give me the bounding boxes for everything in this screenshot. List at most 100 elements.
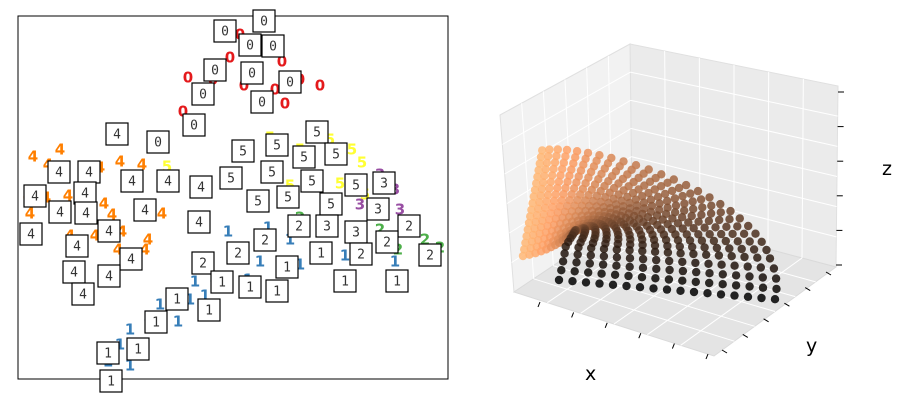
curve-point (523, 225, 532, 234)
thumbnail-frame (105, 122, 129, 146)
digit-thumbnail-4: 4 (189, 175, 213, 199)
thumbnail-frame (344, 173, 368, 197)
curve-point (553, 183, 562, 193)
thumbnail-frame (187, 210, 211, 234)
x-axis-tick (705, 353, 709, 360)
thumbnail-frame (261, 34, 285, 58)
digit-thumbnail-0: 0 (252, 9, 276, 33)
thumbnail-frame (375, 230, 399, 254)
thumbnail-digit: 4 (105, 270, 113, 285)
curve-point (693, 186, 703, 196)
thumbnail-frame (287, 214, 311, 238)
curve-point (612, 261, 621, 270)
curve-point (769, 264, 779, 273)
curve-point (624, 271, 633, 281)
x-axis-tick (537, 301, 541, 308)
curve-point (635, 283, 645, 292)
curve-point (694, 217, 703, 226)
digit-label-0: 0 (280, 95, 290, 113)
thumbnail-frame (74, 201, 98, 225)
curve-point (544, 152, 553, 161)
thumbnail-digit: 4 (127, 253, 135, 268)
thumbnail-frame (47, 160, 71, 184)
curve-point (622, 281, 631, 291)
curve-point (638, 246, 647, 256)
curve-point (570, 267, 579, 276)
curve-point (538, 146, 547, 155)
curve-point (675, 242, 684, 251)
digit-thumbnail-0: 0 (238, 33, 262, 57)
digit-label-1: 1 (285, 231, 295, 249)
curve-point (581, 278, 591, 287)
curve-point (715, 215, 724, 225)
curve-point (694, 230, 703, 239)
thumbnail-digit: 5 (308, 175, 316, 190)
thumbnail-digit: 4 (113, 128, 121, 143)
curve-point (740, 252, 749, 262)
thumbnail-frame (265, 279, 289, 303)
digit-label-0: 0 (270, 81, 280, 99)
curve-point (697, 236, 707, 245)
curve-point (599, 244, 609, 254)
thumbnail-frame (250, 90, 274, 114)
curve-point (704, 259, 713, 268)
thumbnail-frame (300, 169, 324, 193)
curve-point (538, 216, 547, 225)
curve-point (542, 158, 552, 167)
thumbnail-digit: 4 (27, 228, 35, 243)
curve-point (705, 269, 714, 278)
curve-point (585, 259, 594, 268)
digit-label-0: 0 (183, 69, 193, 87)
digit-thumbnail-1: 1 (165, 287, 189, 311)
curve-point (545, 145, 554, 154)
curve-point (691, 258, 700, 268)
curve-point (717, 229, 726, 239)
digit-thumbnail-1: 1 (309, 241, 333, 265)
curve-point (559, 158, 568, 167)
curve-point (529, 230, 538, 240)
thumbnail-frame (23, 184, 47, 208)
thumbnail-digit: 3 (352, 226, 360, 241)
thumbnail-frame (203, 58, 227, 82)
digit-label-1: 1 (223, 223, 233, 241)
digit-label-1: 1 (115, 336, 125, 354)
curve-point (545, 184, 554, 193)
digit-thumbnail-1: 1 (144, 310, 168, 334)
thumbnail-frame (315, 214, 339, 238)
curve-point (665, 265, 674, 275)
curve-point (696, 195, 706, 204)
curve-point (722, 222, 731, 231)
curve-point (664, 275, 674, 284)
z-axis-label: z (882, 158, 892, 180)
digit-thumbnail-1: 1 (96, 341, 120, 365)
curve-point (638, 192, 647, 201)
thumbnail-frame (97, 219, 121, 243)
curve-point (686, 189, 695, 198)
thumbnail-frame (240, 61, 264, 85)
thumbnail-frame (213, 19, 237, 43)
digit-thumbnail-3: 3 (344, 220, 368, 244)
digit-thumbnail-4: 4 (133, 198, 157, 222)
thumbnail-digit: 1 (246, 281, 254, 296)
digit-thumbnail-0: 0 (146, 130, 170, 154)
thumbnail-digit: 0 (269, 40, 277, 55)
digit-thumbnail-5: 5 (265, 133, 289, 157)
curve-point (681, 180, 691, 190)
curve-point (536, 191, 545, 200)
curve-point (625, 254, 635, 263)
thumbnail-frame (238, 33, 262, 57)
digit-thumbnail-4: 4 (119, 247, 143, 271)
curve-point (612, 245, 621, 254)
curve-point (608, 280, 618, 289)
digit-label-1: 1 (255, 253, 265, 271)
thumbnail-digit: 1 (283, 261, 291, 276)
digit-label-4: 4 (90, 227, 100, 245)
curve-point (706, 209, 716, 218)
curve-point (714, 251, 724, 260)
digit-thumbnail-4: 4 (73, 181, 97, 205)
curve-point (597, 269, 606, 278)
curve-point (599, 252, 609, 261)
thumbnail-digit: 4 (31, 190, 39, 205)
thumbnail-digit: 0 (260, 15, 268, 30)
thumbnail-digit: 5 (268, 166, 276, 181)
